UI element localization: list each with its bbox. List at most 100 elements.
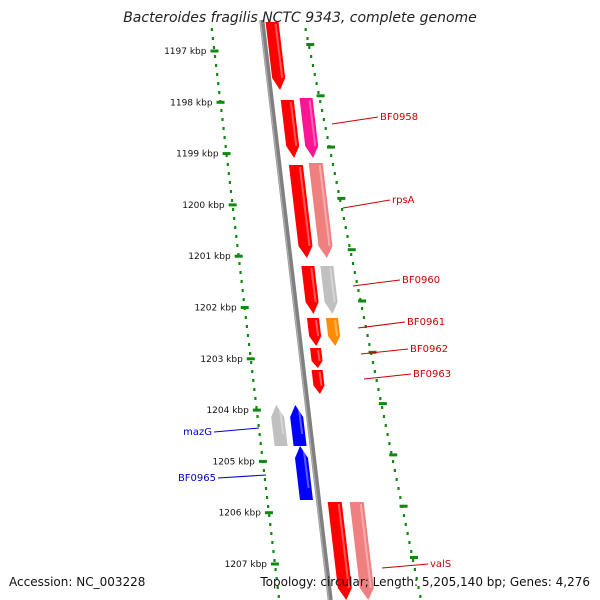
ruler-dot (368, 343, 371, 346)
gene-bf0958-body (299, 98, 319, 158)
ruler-tick (399, 504, 408, 508)
ruler-dot (241, 289, 244, 292)
ruler-dot (346, 235, 349, 238)
gene-label-valS: valS (430, 559, 451, 570)
ruler-dot (215, 64, 218, 67)
ruler-tick (347, 248, 356, 252)
ruler-dot (373, 370, 376, 373)
ruler-dot (256, 415, 259, 418)
ruler-dot (258, 433, 261, 436)
cds-bf0962-body (310, 348, 323, 368)
ruler-dot (390, 451, 393, 454)
cds-mazG-shine (297, 406, 304, 435)
cds-rpsA-body (288, 165, 313, 258)
ruler-dot (233, 217, 236, 220)
gene-valS (349, 502, 374, 600)
ruler-dot (210, 28, 213, 31)
inner-ruler-track (304, 28, 422, 598)
ruler-tick (234, 254, 243, 258)
ruler-dot (257, 424, 260, 427)
ruler-tick (378, 402, 387, 406)
ruler-dot (366, 334, 369, 337)
ruler-dot (402, 514, 406, 517)
ruler-dot (340, 208, 344, 211)
ruler-dot (232, 208, 235, 211)
ruler-dot (353, 271, 356, 274)
ruler-tick (326, 145, 335, 149)
ruler-tick (316, 94, 325, 98)
ruler-dot (326, 136, 329, 139)
gene-bf0960-body (320, 266, 338, 314)
ruler-dot (311, 64, 315, 67)
ruler-label: 1200 kbp (182, 201, 225, 211)
ruler-dot (308, 46, 311, 49)
cds-bf0958-shine (289, 101, 298, 147)
ruler-dot (388, 442, 391, 445)
gene-rpsA-body (308, 163, 333, 258)
cds-mazG-body (290, 405, 307, 446)
cds-valS-shine (337, 503, 350, 589)
ruler-tick (306, 43, 315, 46)
cds-rpsA (288, 165, 313, 258)
ruler-dot (322, 118, 325, 121)
gene-bf0960-shine (329, 267, 336, 303)
ruler-tick (337, 196, 346, 200)
ruler-dot (250, 361, 253, 364)
gene-mazG-body (271, 405, 288, 446)
ruler-tick (240, 306, 249, 309)
ruler-dot (375, 379, 378, 382)
cds-top-body (265, 22, 286, 90)
leader-BF0958 (331, 116, 379, 125)
ruler-dot (264, 487, 268, 490)
ruler-tick (228, 203, 237, 207)
gene-bf0958 (299, 98, 319, 158)
ruler-dot (270, 532, 273, 535)
ruler-dot (337, 190, 340, 193)
ruler-dot (228, 181, 232, 184)
ruler-dot (342, 217, 346, 220)
ruler-dot (218, 91, 221, 94)
ruler-label: 1199 kbp (176, 150, 219, 160)
ruler-dot (272, 550, 275, 553)
ruler-dot (391, 460, 395, 463)
ruler-ticks (210, 43, 418, 566)
ruler-dot (227, 172, 230, 175)
ruler-dot (317, 91, 320, 94)
ruler-dot (263, 478, 267, 481)
ruler-dot (222, 127, 225, 130)
ruler-dot (245, 325, 249, 328)
ruler-dot (386, 433, 389, 436)
ruler-tick (258, 459, 267, 463)
ruler-dot (271, 541, 274, 544)
ruler-tick (358, 299, 367, 303)
ruler-dot (251, 370, 254, 373)
ruler-dot (393, 469, 396, 472)
cds-bf0961-shine (314, 319, 320, 337)
ruler-label: 1207 kbp (225, 560, 268, 570)
map-title: Bacteroides fragilis NCTC 9343, complete… (123, 10, 477, 26)
gene-label-BF0960: BF0960 (402, 275, 440, 286)
leader-BF0962 (360, 348, 409, 355)
gene-features (265, 22, 374, 600)
cds-bf0958-body (280, 100, 300, 158)
ruler-label: 1197 kbp (164, 47, 207, 57)
gene-bf0961-shine (333, 319, 339, 337)
ruler-dot (237, 253, 240, 256)
ruler-dot (361, 307, 364, 310)
leader-valS (381, 563, 429, 569)
gene-label-BF0963: BF0963 (413, 369, 451, 380)
ruler-dot (411, 559, 415, 562)
ruler-dot (211, 37, 215, 40)
ruler-dot (259, 442, 262, 445)
ruler-dot (239, 271, 242, 274)
gene-labels: BF0958 rpsA BF0960 BF0961 BF0962 BF0963 mazG BF… (178, 112, 451, 570)
cds-bf0958 (280, 100, 300, 158)
cds-top-shine (274, 23, 284, 79)
cds-bf0960-shine (310, 267, 317, 303)
outer-ruler-track (210, 28, 280, 598)
ruler-dot (277, 595, 280, 598)
ruler-dot (381, 406, 384, 409)
ruler-dot (313, 73, 316, 76)
ruler-dot (275, 577, 278, 580)
gene-bf0961-body (325, 318, 341, 346)
